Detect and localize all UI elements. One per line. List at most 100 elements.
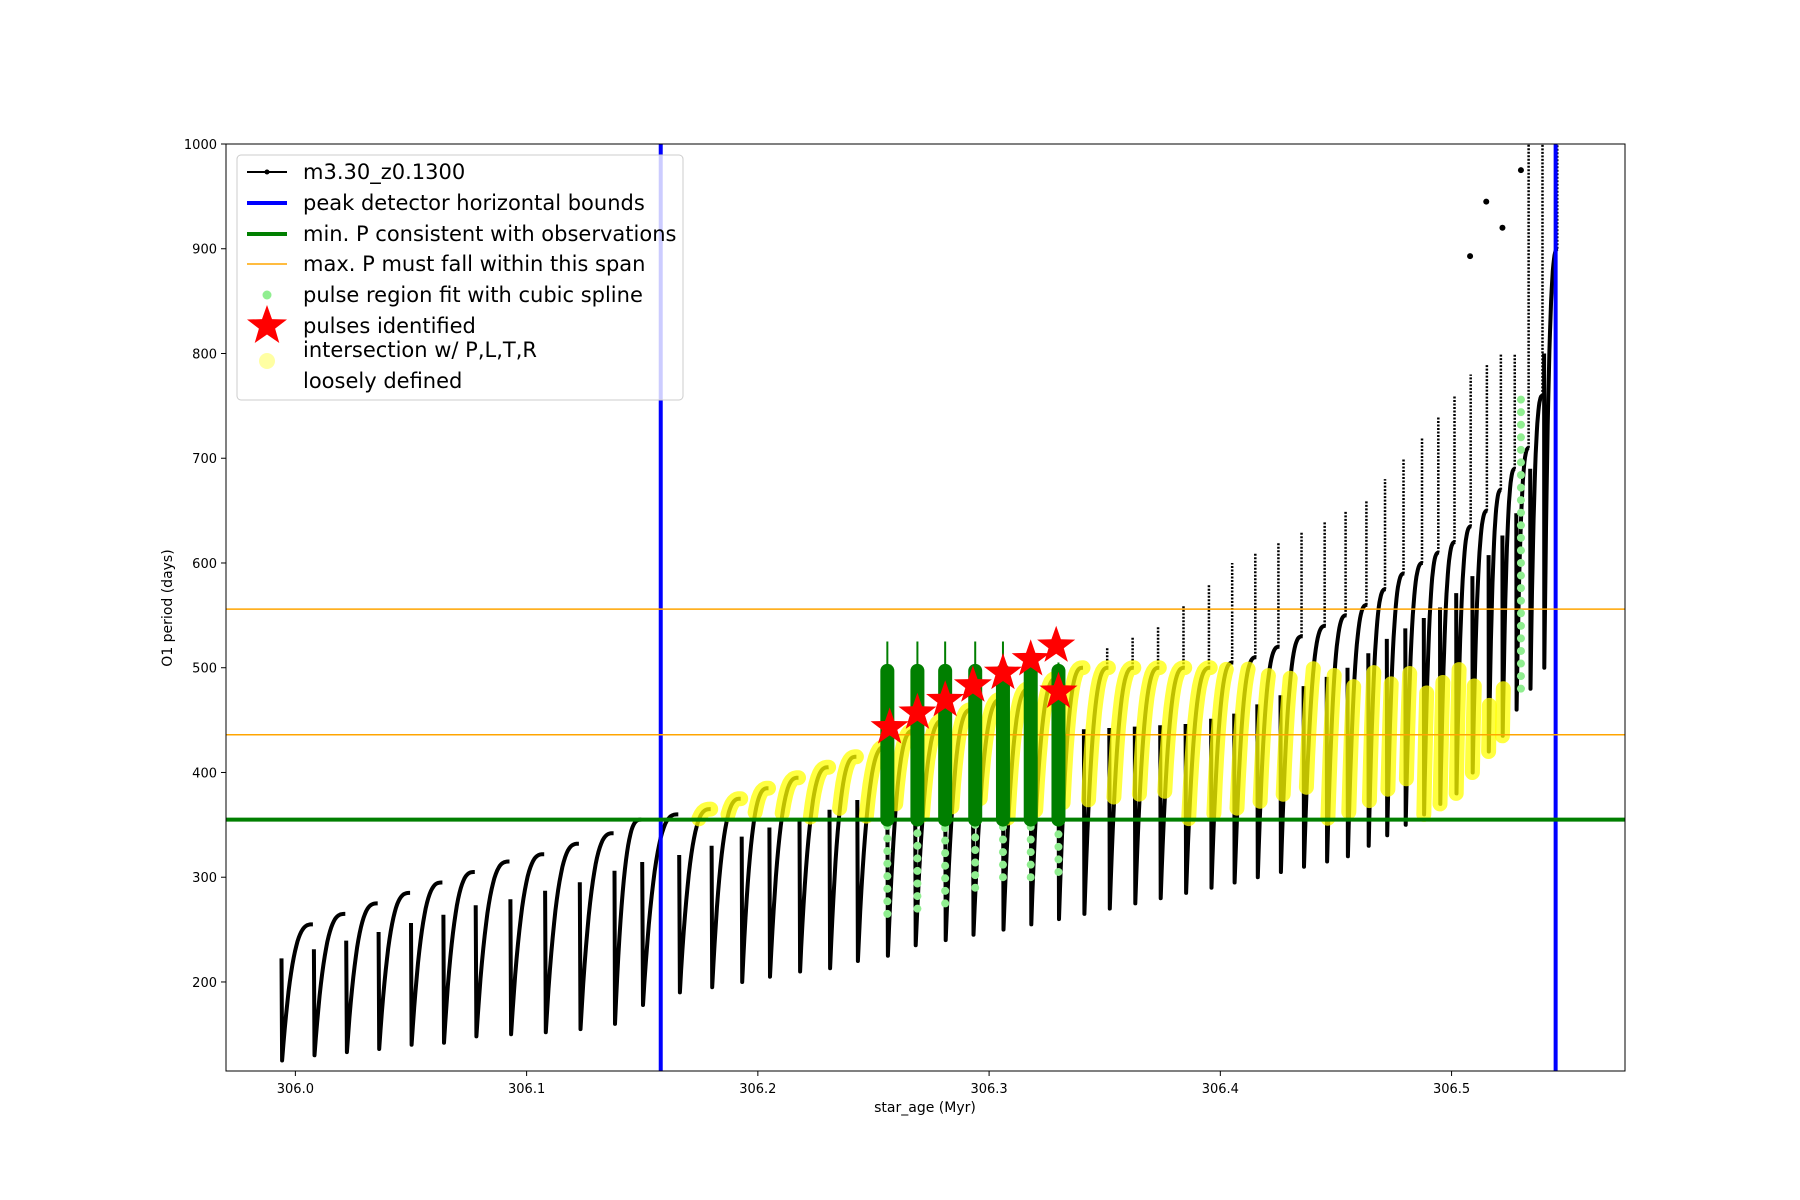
intersection-band xyxy=(1055,660,1091,811)
intersection-band xyxy=(1361,665,1382,809)
pulse-track xyxy=(441,870,476,1045)
scatter-point xyxy=(1499,224,1506,231)
spline-point xyxy=(1516,684,1525,693)
intersection-band xyxy=(1380,676,1399,797)
intersection-band xyxy=(1157,660,1193,799)
spline-point xyxy=(1054,855,1063,864)
spline-point xyxy=(883,834,892,843)
spline-point xyxy=(883,847,892,856)
intersection-band xyxy=(691,801,719,827)
spline-point xyxy=(1516,621,1525,630)
pulse-track xyxy=(409,880,444,1047)
intersection-band xyxy=(1432,675,1451,812)
intersection-band xyxy=(1481,697,1497,759)
spline-point xyxy=(913,854,922,863)
spline-point xyxy=(1516,634,1525,643)
spline-point xyxy=(883,884,892,893)
x-tick-label: 306.2 xyxy=(739,1082,776,1097)
scatter-point xyxy=(1483,198,1490,205)
legend-entry-4-label: pulse region fit with cubic spline xyxy=(303,283,643,307)
spline-point xyxy=(1516,395,1525,404)
y-tick-label: 1000 xyxy=(184,138,217,153)
pulse-track xyxy=(473,859,511,1039)
spline-point xyxy=(913,829,922,838)
intersection-band xyxy=(1398,666,1418,787)
legend-entry-6-marker xyxy=(259,353,275,369)
x-axis-label: star_age (Myr) xyxy=(874,1100,976,1116)
intersection-band xyxy=(832,749,864,816)
scatter-point xyxy=(1467,253,1474,260)
spline-point xyxy=(1026,848,1035,857)
pulse-star-marker xyxy=(926,680,965,717)
spline-point xyxy=(913,879,922,888)
y-axis: 200 300 400 500 600 700 800 900 1000 xyxy=(184,138,226,991)
legend-entry-6-label: intersection w/ P,L,T,R xyxy=(303,338,537,362)
intersection-band xyxy=(1131,660,1167,802)
spline-point xyxy=(1516,546,1525,555)
spline-point xyxy=(883,897,892,906)
pulse-star-marker xyxy=(870,707,909,744)
pulse-track xyxy=(543,841,580,1035)
pulse-star-marker xyxy=(1011,639,1050,676)
spline-point xyxy=(998,848,1007,857)
intersection-band xyxy=(1206,661,1234,821)
intersection-band xyxy=(1252,668,1276,809)
intersection-band xyxy=(802,759,837,825)
intersection-band xyxy=(774,770,806,821)
spline-point xyxy=(1516,508,1525,517)
intersection-band xyxy=(1081,660,1116,808)
pulse-track xyxy=(344,901,379,1055)
legend-box xyxy=(236,154,684,401)
spline-point xyxy=(941,861,950,870)
reference-lines xyxy=(226,144,1625,1071)
spline-point xyxy=(998,835,1007,844)
spline-point xyxy=(1026,860,1035,869)
spline-point xyxy=(1516,445,1525,454)
intersection-band xyxy=(1106,660,1142,805)
intersection-band xyxy=(1181,660,1218,827)
y-tick-label: 400 xyxy=(192,766,217,781)
spline-point xyxy=(1516,659,1525,668)
spline-point xyxy=(971,858,980,867)
y-tick-label: 700 xyxy=(192,452,217,467)
y-tick-label: 900 xyxy=(192,243,217,258)
spline-point xyxy=(1516,609,1525,618)
x-tick-label: 306.4 xyxy=(1202,1082,1239,1097)
spline-point xyxy=(1516,558,1525,567)
spline-point xyxy=(1516,458,1525,467)
legend-entry-2-label: min. P consistent with observations xyxy=(303,222,676,246)
spline-point xyxy=(1026,873,1035,882)
y-tick-label: 600 xyxy=(192,557,217,572)
series-pulses-identified xyxy=(870,625,1078,744)
pulse-star-marker xyxy=(983,653,1022,690)
y-axis-label: O1 period (days) xyxy=(160,549,176,666)
intersection-band xyxy=(1448,662,1467,801)
intersection-band xyxy=(1275,670,1298,802)
spline-point xyxy=(1516,646,1525,655)
spline-point xyxy=(998,860,1007,869)
intersection-band xyxy=(747,780,776,820)
spline-point xyxy=(941,874,950,883)
spline-point xyxy=(971,871,980,880)
spline-point xyxy=(941,886,950,895)
pulse-track xyxy=(1500,466,1517,738)
spline-point xyxy=(1516,496,1525,505)
legend-entry-5-label: pulses identified xyxy=(303,314,476,338)
spline-point xyxy=(1516,672,1525,681)
intersection-band xyxy=(1229,661,1256,816)
scatter-point xyxy=(1517,167,1524,174)
intersection-band xyxy=(1494,681,1511,744)
series-intersection-points xyxy=(691,660,1511,827)
spline-point xyxy=(941,899,950,908)
y-tick-label: 800 xyxy=(192,347,217,362)
plot-area xyxy=(226,144,1625,1071)
spline-point xyxy=(998,873,1007,882)
spline-point xyxy=(1054,867,1063,876)
pulse-track xyxy=(376,890,411,1051)
legend-entry-4-marker xyxy=(262,290,272,300)
spline-point xyxy=(1516,521,1525,530)
x-axis: 306.0 306.1 306.2 306.3 306.4 306.5 xyxy=(277,1071,1470,1097)
legend-entry-0-label: m3.30_z0.1300 xyxy=(303,160,465,185)
